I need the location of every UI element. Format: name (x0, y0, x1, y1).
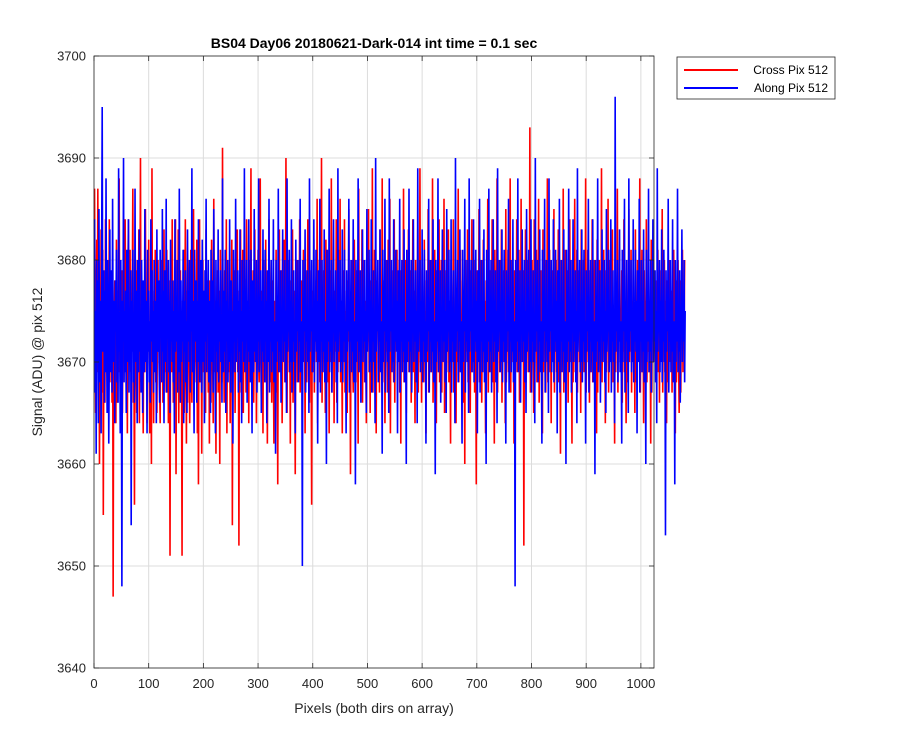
series-line-along-pix-512 (93, 96, 686, 587)
x-tick-label: 600 (411, 676, 433, 691)
ticks: 0 100 200 300 400 500 600 700 800 900 1000 3640 3650… (57, 49, 655, 692)
legend-label: Cross Pix 512 (753, 63, 828, 77)
legend-box (676, 56, 836, 100)
x-tick-label: 400 (302, 676, 324, 691)
x-tick-label: 100 (138, 676, 160, 691)
y-tick-label: 3640 (57, 661, 86, 676)
y-tick-label: 3660 (57, 457, 86, 472)
legend: Cross Pix 512 Along Pix 512 (676, 56, 836, 100)
x-tick-label: 800 (521, 676, 543, 691)
y-axis-label: Signal (ADU) @ pix 512 (29, 287, 45, 436)
x-axis-label: Pixels (both dirs on array) (294, 700, 454, 716)
y-tick-label: 3690 (57, 151, 86, 166)
x-tick-label: 700 (466, 676, 488, 691)
series-group (93, 96, 686, 597)
x-tick-label: 900 (575, 676, 597, 691)
x-tick-label: 300 (247, 676, 269, 691)
y-tick-label: 3680 (57, 253, 86, 268)
y-tick-label: 3670 (57, 355, 86, 370)
chart-title: BS04 Day06 20180621-Dark-014 int time = … (211, 35, 538, 51)
x-tick-label: 1000 (626, 676, 655, 691)
x-tick-label: 0 (90, 676, 97, 691)
y-tick-label: 3650 (57, 559, 86, 574)
legend-label: Along Pix 512 (754, 81, 828, 95)
x-tick-label: 200 (193, 676, 215, 691)
x-tick-label: 500 (357, 676, 379, 691)
y-tick-label: 3700 (57, 49, 86, 64)
